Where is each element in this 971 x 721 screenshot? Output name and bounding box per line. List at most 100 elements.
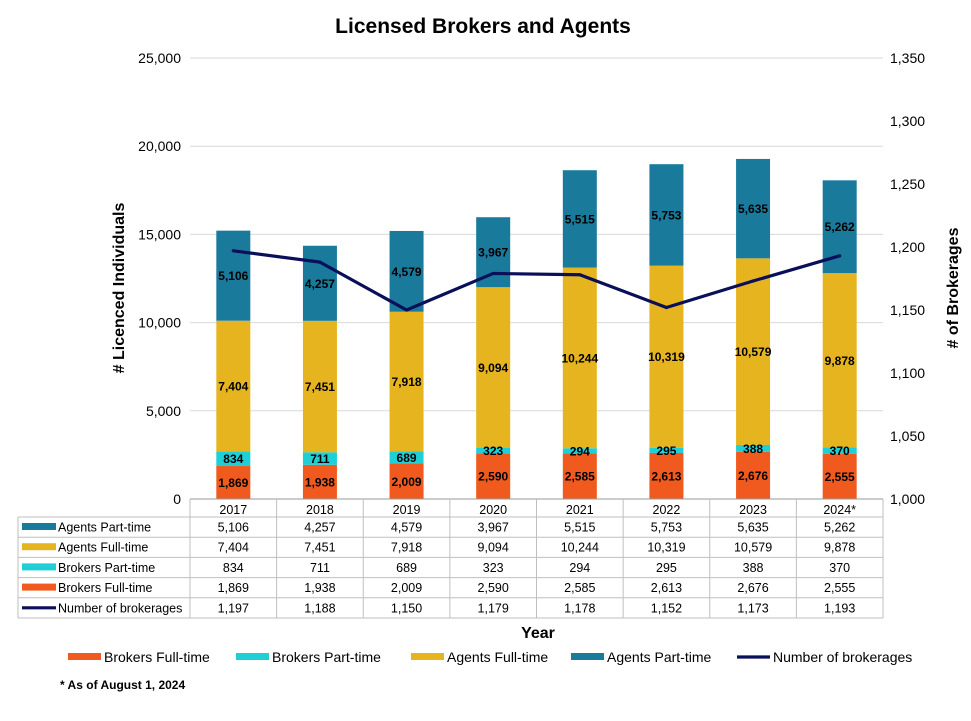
table-cell: 1,152 bbox=[651, 601, 682, 615]
table-cell: 2,590 bbox=[478, 581, 509, 595]
legend-swatch bbox=[68, 653, 101, 660]
bar-label: 3,967 bbox=[478, 246, 508, 260]
bar-label: 4,257 bbox=[305, 277, 335, 291]
bar-segment bbox=[649, 447, 684, 453]
brokerages-point bbox=[491, 271, 495, 276]
bar-segment bbox=[389, 230, 424, 312]
table-row-label: Agents Full-time bbox=[58, 541, 148, 555]
legend: Brokers Full-time Brokers Part-time Agents… bbox=[68, 649, 912, 665]
bar-segment bbox=[562, 267, 597, 449]
table-key-swatch bbox=[22, 543, 56, 551]
bar-label: 10,244 bbox=[561, 351, 598, 365]
legend-swatch bbox=[411, 653, 444, 660]
bar-segment bbox=[649, 164, 684, 266]
table-key-swatch bbox=[22, 563, 56, 571]
bar-segment bbox=[476, 217, 511, 288]
table-cell: 9,094 bbox=[478, 541, 509, 555]
bar-segment bbox=[476, 447, 511, 454]
legend-label: Brokers Full-time bbox=[104, 649, 210, 665]
table-cell: 1,869 bbox=[218, 581, 249, 595]
bar-segment bbox=[302, 320, 337, 453]
table-cell: 1,173 bbox=[737, 601, 768, 615]
table-cell: 1,179 bbox=[478, 601, 509, 615]
bar-segment bbox=[822, 273, 857, 448]
chart-title: Licensed Brokers and Agents bbox=[335, 15, 631, 38]
table-cell: 1,188 bbox=[304, 601, 335, 615]
bar-segment bbox=[216, 466, 251, 499]
bar-segment bbox=[389, 451, 424, 464]
bar-segment bbox=[216, 451, 251, 467]
y2-tick-label: 1,200 bbox=[890, 239, 925, 255]
table-header-cell: 2018 bbox=[306, 503, 334, 517]
table-cell: 2,555 bbox=[824, 581, 855, 595]
table-row-label: Number of brokerages bbox=[58, 601, 182, 615]
y-tick-label: 20,000 bbox=[138, 138, 181, 154]
data-labels: 1,869 834 7,404 5,106 1,938 711 7,451 4,257 2,00… bbox=[218, 202, 855, 490]
table-header-cell: 2024* bbox=[823, 503, 856, 517]
table-cell: 295 bbox=[656, 561, 677, 575]
table-cell: 323 bbox=[483, 561, 504, 575]
footnote: * As of August 1, 2024 bbox=[60, 678, 185, 692]
brokerages-point bbox=[318, 260, 322, 264]
bar-label: 10,579 bbox=[735, 345, 772, 359]
table-cell: 1,197 bbox=[218, 601, 249, 615]
y2-tick-label: 1,300 bbox=[890, 113, 925, 129]
table-cell: 2,676 bbox=[737, 581, 768, 595]
bar-segment bbox=[216, 230, 251, 321]
y-tick-label: 25,000 bbox=[138, 50, 181, 66]
y-tick-label: 0 bbox=[173, 491, 181, 507]
table-cell: 2,585 bbox=[564, 581, 595, 595]
y2-tick-label: 1,000 bbox=[890, 491, 925, 507]
bar-label: 5,515 bbox=[565, 212, 595, 226]
bar-label: 10,319 bbox=[648, 350, 685, 364]
brokerages-point bbox=[664, 305, 669, 310]
bar-segment bbox=[736, 258, 771, 445]
bar-label: 5,262 bbox=[825, 220, 855, 234]
bar-label: 5,753 bbox=[651, 208, 681, 222]
table-cell: 2,613 bbox=[651, 581, 682, 595]
x-axis-title: Year bbox=[521, 625, 555, 642]
table-cell: 5,515 bbox=[564, 521, 595, 535]
bar-segment bbox=[476, 287, 511, 448]
table-cell: 5,753 bbox=[651, 521, 682, 535]
bar-segment bbox=[736, 158, 771, 259]
table-row-label: Brokers Part-time bbox=[58, 561, 155, 575]
bar-label: 689 bbox=[397, 451, 417, 465]
table-cell: 1,150 bbox=[391, 601, 422, 615]
bar-label: 5,635 bbox=[738, 202, 768, 216]
table-cell: 1,178 bbox=[564, 601, 595, 615]
table-cell: 7,451 bbox=[304, 541, 335, 555]
bar-segment bbox=[562, 453, 597, 499]
bar-segment bbox=[302, 245, 337, 321]
bar-label: 323 bbox=[483, 444, 503, 458]
bar-segment bbox=[736, 444, 771, 452]
table-header-cell: 2020 bbox=[479, 503, 507, 517]
table-cell: 5,262 bbox=[824, 521, 855, 535]
legend-label: Brokers Part-time bbox=[272, 649, 381, 665]
table-row-label: Agents Part-time bbox=[58, 521, 151, 535]
bar-segment bbox=[562, 170, 597, 268]
bar-segment bbox=[649, 265, 684, 448]
brokerages-point bbox=[838, 254, 842, 258]
brokerages-line-path bbox=[233, 249, 841, 312]
bar-label: 2,585 bbox=[565, 470, 595, 484]
legend-swatch bbox=[571, 653, 604, 660]
brokerages-point bbox=[751, 279, 755, 283]
table-cell: 7,404 bbox=[218, 541, 249, 555]
bar-segment bbox=[302, 452, 337, 465]
bar-label: 388 bbox=[743, 442, 763, 456]
axes: 0 5,000 10,000 15,000 20,000 25,000 1,000 1,050… bbox=[138, 50, 925, 507]
legend-label: Number of brokerages bbox=[773, 649, 912, 665]
bar-label: 7,918 bbox=[392, 375, 422, 389]
gridlines bbox=[190, 57, 883, 412]
table-cell: 711 bbox=[310, 561, 330, 575]
table-cell: 10,319 bbox=[647, 541, 685, 555]
bar-label: 711 bbox=[310, 452, 330, 466]
table-cell: 1,193 bbox=[824, 601, 855, 615]
y2-tick-label: 1,100 bbox=[890, 365, 925, 381]
brokerages-point bbox=[231, 249, 235, 253]
table-header-cell: 2021 bbox=[566, 503, 594, 517]
bar-label: 370 bbox=[830, 444, 850, 458]
table-cell: 7,918 bbox=[391, 541, 422, 555]
